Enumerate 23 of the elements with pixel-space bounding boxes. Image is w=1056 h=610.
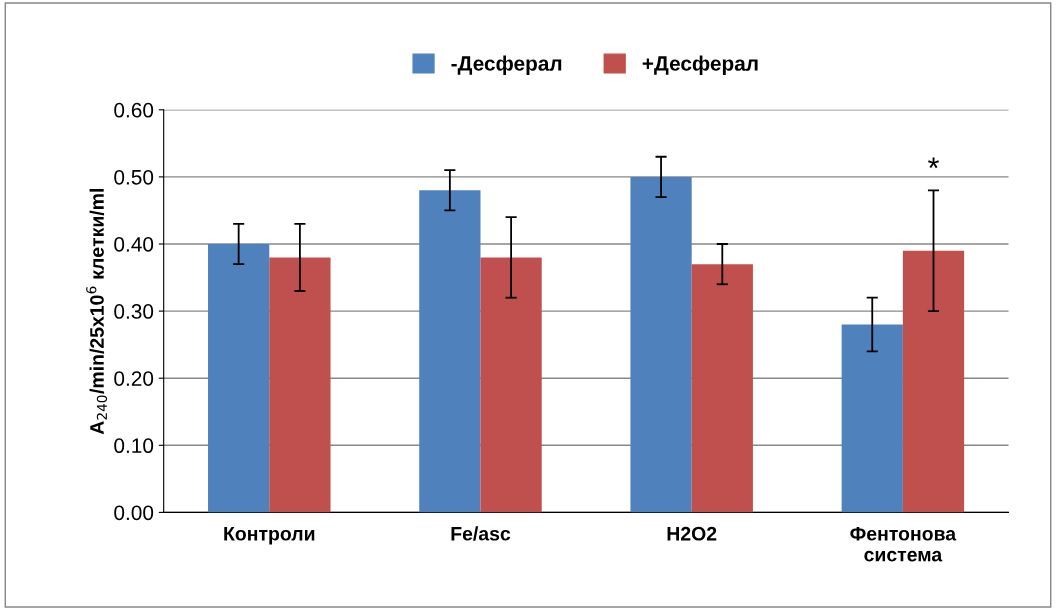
bar bbox=[208, 244, 270, 513]
legend-label: -Десферал bbox=[451, 55, 562, 75]
annotation: * bbox=[928, 157, 939, 169]
y-tick-label: 0.30 bbox=[114, 304, 154, 319]
y-tick-label: 0.60 bbox=[114, 102, 154, 118]
bar bbox=[480, 257, 542, 513]
bar bbox=[419, 190, 481, 513]
bar bbox=[269, 257, 331, 513]
legend-label: +Десферал bbox=[642, 55, 758, 75]
x-tick-label: Фентонова система bbox=[850, 526, 957, 562]
y-tick-label: 0.00 bbox=[114, 505, 154, 521]
y-tick-label: 0.40 bbox=[114, 237, 154, 252]
y-tick-label: 0.50 bbox=[114, 169, 154, 185]
bar bbox=[691, 264, 753, 513]
x-tick-label: Контроли bbox=[224, 527, 315, 545]
x-tick-label: Fe/asc bbox=[451, 526, 511, 541]
y-tick-label: 0.20 bbox=[114, 371, 154, 386]
y-tick-label: 0.10 bbox=[114, 438, 154, 454]
y-axis-title: A$_{240}$/min/25x10$^{6}$ клетки/ml bbox=[86, 188, 108, 435]
bar bbox=[630, 176, 692, 513]
bar bbox=[902, 250, 965, 513]
x-tick-label: H2O2 bbox=[667, 526, 717, 541]
bar bbox=[841, 324, 903, 513]
